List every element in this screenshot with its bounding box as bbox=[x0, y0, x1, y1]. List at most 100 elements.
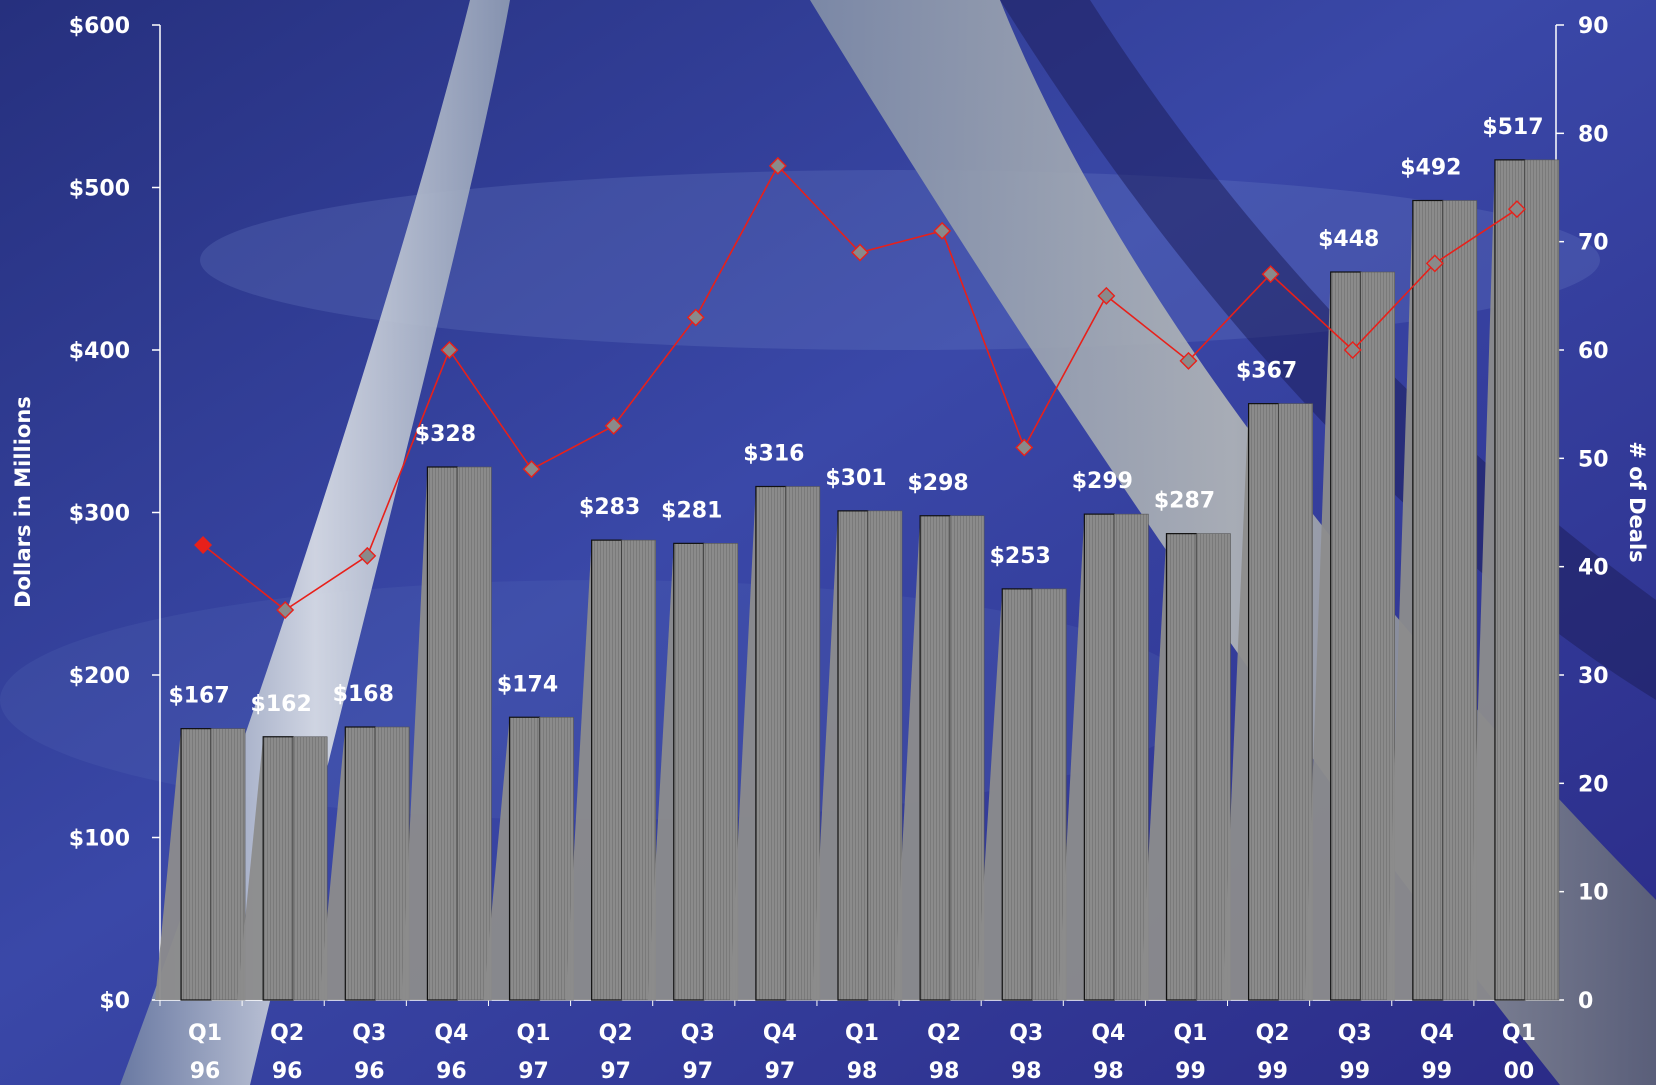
deals-point bbox=[1507, 200, 1526, 219]
bar-group bbox=[647, 542, 739, 1001]
bar-group bbox=[812, 510, 903, 1001]
bar-group bbox=[401, 466, 492, 1001]
bar-shade bbox=[1114, 513, 1149, 1001]
x-tick-label-year: 97 bbox=[600, 1059, 631, 1084]
bar-group bbox=[976, 588, 1067, 1001]
x-tick-label-year: 97 bbox=[682, 1059, 713, 1084]
bar-shade bbox=[867, 510, 903, 1001]
y2-tick-label: 80 bbox=[1578, 122, 1609, 147]
bar-shade bbox=[1442, 200, 1478, 1001]
bar bbox=[1494, 159, 1526, 1001]
bar-value-label: $281 bbox=[661, 498, 722, 523]
x-tick-label-year: 99 bbox=[1422, 1059, 1453, 1084]
bar-group bbox=[1222, 403, 1313, 1001]
y-tick-label: $400 bbox=[69, 339, 130, 364]
bar-group bbox=[319, 726, 410, 1001]
bar bbox=[180, 728, 212, 1001]
x-tick-label-year: 96 bbox=[354, 1059, 385, 1084]
bar-value-label: $167 bbox=[168, 684, 229, 709]
bar-value-label: $448 bbox=[1318, 227, 1379, 252]
x-tick-label-year: 99 bbox=[1339, 1059, 1370, 1084]
bar bbox=[344, 726, 376, 1001]
bar-group bbox=[894, 515, 985, 1001]
bar-shade bbox=[1278, 403, 1313, 1001]
y2-tick-label: 20 bbox=[1578, 772, 1609, 797]
bar-value-label: $492 bbox=[1400, 156, 1461, 181]
x-tick-label-year: 00 bbox=[1504, 1059, 1535, 1084]
y-tick-label: $0 bbox=[99, 989, 130, 1014]
y-tick-label: $500 bbox=[69, 177, 130, 202]
bar-value-label: $316 bbox=[743, 442, 804, 467]
bar-shade bbox=[457, 466, 492, 1001]
deals-point bbox=[1097, 286, 1116, 305]
bar bbox=[262, 736, 294, 1001]
bar-shade bbox=[621, 539, 656, 1001]
bar-group bbox=[1140, 533, 1231, 1001]
y-tick-label: $200 bbox=[69, 664, 130, 689]
bar-value-label: $367 bbox=[1236, 359, 1297, 384]
bar bbox=[426, 466, 459, 1001]
bar bbox=[508, 716, 541, 1001]
x-tick-label-year: 96 bbox=[190, 1059, 221, 1084]
x-tick-label-quarter: Q4 bbox=[1091, 1021, 1125, 1046]
bar bbox=[1330, 271, 1362, 1001]
deals-line bbox=[194, 156, 1526, 619]
y2-tick-label: 70 bbox=[1578, 231, 1609, 256]
bar-value-label: $253 bbox=[990, 544, 1051, 569]
deals-point bbox=[686, 308, 705, 327]
bar-group bbox=[1058, 513, 1149, 1001]
x-tick-label-quarter: Q1 bbox=[1173, 1021, 1207, 1046]
bar-shade bbox=[539, 716, 574, 1001]
x-tick-label-quarter: Q3 bbox=[352, 1021, 386, 1046]
x-tick-label-quarter: Q1 bbox=[845, 1021, 879, 1046]
x-tick-label-year: 97 bbox=[765, 1059, 796, 1084]
y2-tick-label: 0 bbox=[1578, 989, 1593, 1014]
data-labels: $167 $162 $168 $328 $174 $283 $281 $316 $301 $298… bbox=[168, 115, 1543, 717]
bar-shade bbox=[949, 515, 985, 1001]
bar bbox=[1412, 199, 1444, 1001]
bar-group bbox=[237, 736, 328, 1001]
x-tick-label-quarter: Q2 bbox=[927, 1021, 961, 1046]
x-tick-label-quarter: Q4 bbox=[763, 1021, 797, 1046]
x-tick-label-year: 98 bbox=[1011, 1059, 1042, 1084]
x-tick-label-year: 98 bbox=[929, 1059, 960, 1084]
bar-value-label: $299 bbox=[1072, 469, 1133, 494]
x-tick-label-year: 97 bbox=[518, 1059, 549, 1084]
deals-point bbox=[1425, 254, 1444, 273]
bar bbox=[1001, 588, 1033, 1001]
deals-point bbox=[358, 546, 377, 565]
bar-shade bbox=[703, 543, 739, 1001]
x-tick-label-quarter: Q3 bbox=[1338, 1021, 1372, 1046]
y2-tick-label: 30 bbox=[1578, 664, 1609, 689]
bar-group bbox=[1304, 271, 1396, 1001]
deals-point bbox=[276, 601, 295, 619]
bar bbox=[1083, 513, 1115, 1001]
deals-point bbox=[1179, 351, 1198, 370]
bar-value-label: $517 bbox=[1482, 115, 1543, 140]
bar-value-label: $168 bbox=[333, 682, 394, 707]
deals-point bbox=[194, 536, 213, 554]
x-tick-label-quarter: Q1 bbox=[188, 1021, 222, 1046]
deals-point bbox=[851, 243, 869, 262]
y2-tick-label: 50 bbox=[1578, 447, 1609, 472]
x-tick-label-quarter: Q2 bbox=[270, 1021, 304, 1046]
bar-shade bbox=[210, 728, 246, 1001]
x-tick-label-year: 98 bbox=[1093, 1059, 1124, 1084]
bar bbox=[673, 542, 705, 1001]
deals-point bbox=[1015, 438, 1034, 457]
deals-point bbox=[768, 156, 787, 175]
x-tick-label-quarter: Q2 bbox=[599, 1021, 633, 1046]
deals-point bbox=[933, 221, 952, 240]
y2-tick-label: 90 bbox=[1578, 14, 1609, 39]
bar-value-label: $283 bbox=[579, 495, 640, 520]
y-tick-label: $600 bbox=[69, 14, 130, 39]
bar-value-label: $301 bbox=[825, 466, 886, 491]
deals-point bbox=[440, 341, 459, 359]
y-tick-label: $300 bbox=[69, 502, 130, 527]
x-tick-label-year: 99 bbox=[1175, 1059, 1206, 1084]
bar-shade bbox=[1031, 588, 1067, 1001]
x-tick-label-quarter: Q4 bbox=[434, 1021, 468, 1046]
y2-tick-label: 10 bbox=[1578, 881, 1609, 906]
